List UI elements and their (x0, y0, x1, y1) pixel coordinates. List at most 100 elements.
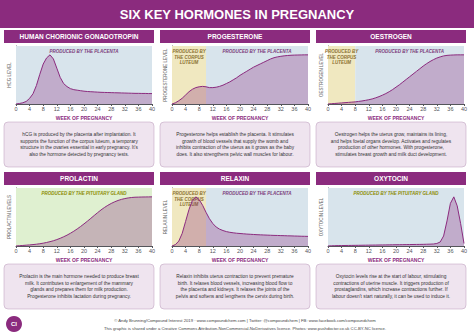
svg-text:PRODUCED BY: PRODUCED BY (325, 49, 359, 54)
svg-text:0: 0 (14, 248, 17, 254)
svg-text:LUTEUM: LUTEUM (180, 60, 199, 65)
svg-text:0: 0 (170, 106, 173, 112)
svg-text:and helps foetal organs develo: and helps foetal organs develop. Activat… (331, 139, 452, 144)
svg-text:32: 32 (278, 106, 284, 112)
svg-text:PRODUCED BY THE PITUITARY GLAN: PRODUCED BY THE PITUITARY GLAND (353, 191, 439, 196)
svg-text:WEEK OF PREGNANCY: WEEK OF PREGNANCY (368, 115, 425, 121)
svg-text:PROGESTERONE: PROGESTERONE (208, 33, 264, 40)
svg-text:production of other hormones.: production of other hormones. With proge… (338, 145, 444, 150)
svg-text:4: 4 (340, 106, 343, 112)
svg-text:12: 12 (210, 248, 216, 254)
svg-text:PRODUCED BY THE PLACENTA: PRODUCED BY THE PLACENTA (223, 191, 292, 196)
svg-text:labour doesn't start naturally: labour doesn't start naturally, it can b… (332, 294, 450, 299)
svg-text:40: 40 (305, 248, 311, 254)
svg-text:16: 16 (223, 106, 229, 112)
svg-text:PRODUCED BY THE PLACENTA: PRODUCED BY THE PLACENTA (223, 49, 292, 54)
svg-text:36: 36 (447, 106, 453, 112)
svg-text:This graphic is shared under a: This graphic is shared under a Creative … (104, 326, 386, 331)
svg-text:PROLACTIN: PROLACTIN (60, 175, 98, 182)
svg-text:Prolactin is the main hormone: Prolactin is the main hormone needed to … (19, 274, 139, 279)
svg-text:8: 8 (198, 106, 201, 112)
svg-text:WEEK OF PREGNANCY: WEEK OF PREGNANCY (56, 115, 113, 121)
svg-text:birth. It relaxes blood vessel: birth. It relaxes blood vessels, increas… (178, 281, 293, 286)
svg-text:12: 12 (210, 106, 216, 112)
svg-text:24: 24 (95, 248, 101, 254)
svg-text:PROGESTERONE LEVEL: PROGESTERONE LEVEL (163, 48, 168, 102)
svg-text:8: 8 (42, 248, 45, 254)
svg-text:CI: CI (11, 321, 17, 327)
svg-text:20: 20 (237, 106, 243, 112)
svg-text:4: 4 (28, 106, 31, 112)
svg-text:Progesterone inhibits lactatio: Progesterone inhibits lactation during p… (27, 294, 131, 299)
svg-text:0: 0 (170, 248, 173, 254)
svg-text:20: 20 (393, 248, 399, 254)
svg-text:OXYTOCIN LEVEL: OXYTOCIN LEVEL (319, 197, 324, 236)
svg-text:4: 4 (184, 106, 187, 112)
svg-text:20: 20 (393, 106, 399, 112)
svg-text:28: 28 (420, 248, 426, 254)
svg-text:40: 40 (461, 248, 467, 254)
svg-text:16: 16 (67, 248, 73, 254)
svg-text:prostaglandins, which increase: prostaglandins, which increase contracti… (334, 287, 448, 292)
svg-text:PRODUCED BY THE PLACENTA: PRODUCED BY THE PLACENTA (50, 49, 119, 54)
svg-text:inhibits contraction of the ut: inhibits contraction of the uterus as it… (176, 145, 295, 150)
svg-text:28: 28 (264, 248, 270, 254)
svg-text:PRODUCED BY: PRODUCED BY (172, 49, 206, 54)
svg-text:PROLACTIN LEVELS: PROLACTIN LEVELS (7, 195, 12, 239)
svg-text:THE CORPUS: THE CORPUS (174, 55, 204, 60)
svg-text:32: 32 (122, 248, 128, 254)
svg-text:28: 28 (108, 248, 114, 254)
svg-text:12: 12 (54, 248, 60, 254)
svg-text:28: 28 (108, 106, 114, 112)
svg-text:36: 36 (291, 106, 297, 112)
svg-text:16: 16 (379, 248, 385, 254)
svg-text:Relaxin inhibits uterus contra: Relaxin inhibits uterus contraction to p… (176, 274, 294, 279)
svg-text:0: 0 (14, 106, 17, 112)
svg-text:32: 32 (434, 248, 440, 254)
svg-text:12: 12 (54, 106, 60, 112)
svg-text:WEEK OF PREGNANCY: WEEK OF PREGNANCY (368, 257, 425, 263)
svg-text:also the hormone detected by p: also the hormone detected by pregnancy t… (29, 152, 129, 157)
svg-text:HCG LEVEL: HCG LEVEL (7, 62, 12, 88)
svg-text:36: 36 (291, 248, 297, 254)
svg-text:40: 40 (149, 248, 155, 254)
svg-text:40: 40 (149, 106, 155, 112)
svg-text:8: 8 (354, 248, 357, 254)
svg-text:PRODUCED BY: PRODUCED BY (172, 191, 206, 196)
svg-text:RELAXIN LEVEL: RELAXIN LEVEL (163, 199, 168, 234)
svg-text:4: 4 (184, 248, 187, 254)
svg-text:SIX KEY HORMONES IN PREGNANCY: SIX KEY HORMONES IN PREGNANCY (120, 7, 355, 22)
svg-text:contractions of uterine muscle: contractions of uterine muscle. It trigg… (333, 281, 449, 286)
svg-text:does. It also strengthens pelv: does. It also strengthens pelvic wall mu… (176, 152, 293, 157)
svg-text:OESTROGEN LEVEL: OESTROGEN LEVEL (319, 52, 324, 97)
svg-text:16: 16 (67, 106, 73, 112)
svg-text:© Andy Brunning/Compound Inter: © Andy Brunning/Compound Interest 2019 ·… (114, 318, 376, 323)
svg-text:OXYTOCIN: OXYTOCIN (374, 175, 408, 182)
svg-text:0: 0 (326, 106, 329, 112)
svg-text:8: 8 (198, 248, 201, 254)
svg-text:36: 36 (447, 248, 453, 254)
svg-text:8: 8 (42, 106, 45, 112)
svg-text:8: 8 (354, 106, 357, 112)
svg-text:hCG is produced by the placent: hCG is produced by the placenta after im… (22, 132, 136, 137)
svg-text:the placenta and kidneys. It r: the placenta and kidneys. It relaxes the… (180, 287, 289, 292)
svg-text:pelvis and softens and lengthe: pelvis and softens and lengthens the cer… (176, 294, 294, 299)
svg-text:stimulates breast growth and m: stimulates breast growth and milk duct d… (335, 152, 447, 157)
svg-text:structure in the ovaries essen: structure in the ovaries essential in ea… (20, 145, 138, 150)
svg-text:28: 28 (264, 106, 270, 112)
svg-text:20: 20 (237, 248, 243, 254)
svg-text:24: 24 (251, 106, 257, 112)
svg-text:40: 40 (305, 106, 311, 112)
svg-text:12: 12 (366, 106, 372, 112)
svg-text:12: 12 (366, 248, 372, 254)
svg-text:28: 28 (420, 106, 426, 112)
svg-text:WEEK OF PREGNANCY: WEEK OF PREGNANCY (56, 257, 113, 263)
svg-text:LUTEUM: LUTEUM (332, 60, 351, 65)
svg-text:RELAXIN: RELAXIN (221, 175, 250, 182)
svg-text:36: 36 (135, 248, 141, 254)
svg-text:THE CORPUS: THE CORPUS (327, 55, 357, 60)
svg-text:36: 36 (135, 106, 141, 112)
svg-text:24: 24 (407, 106, 413, 112)
svg-text:growth of blood vessels that s: growth of blood vessels that supply the … (182, 139, 288, 144)
svg-text:32: 32 (278, 248, 284, 254)
